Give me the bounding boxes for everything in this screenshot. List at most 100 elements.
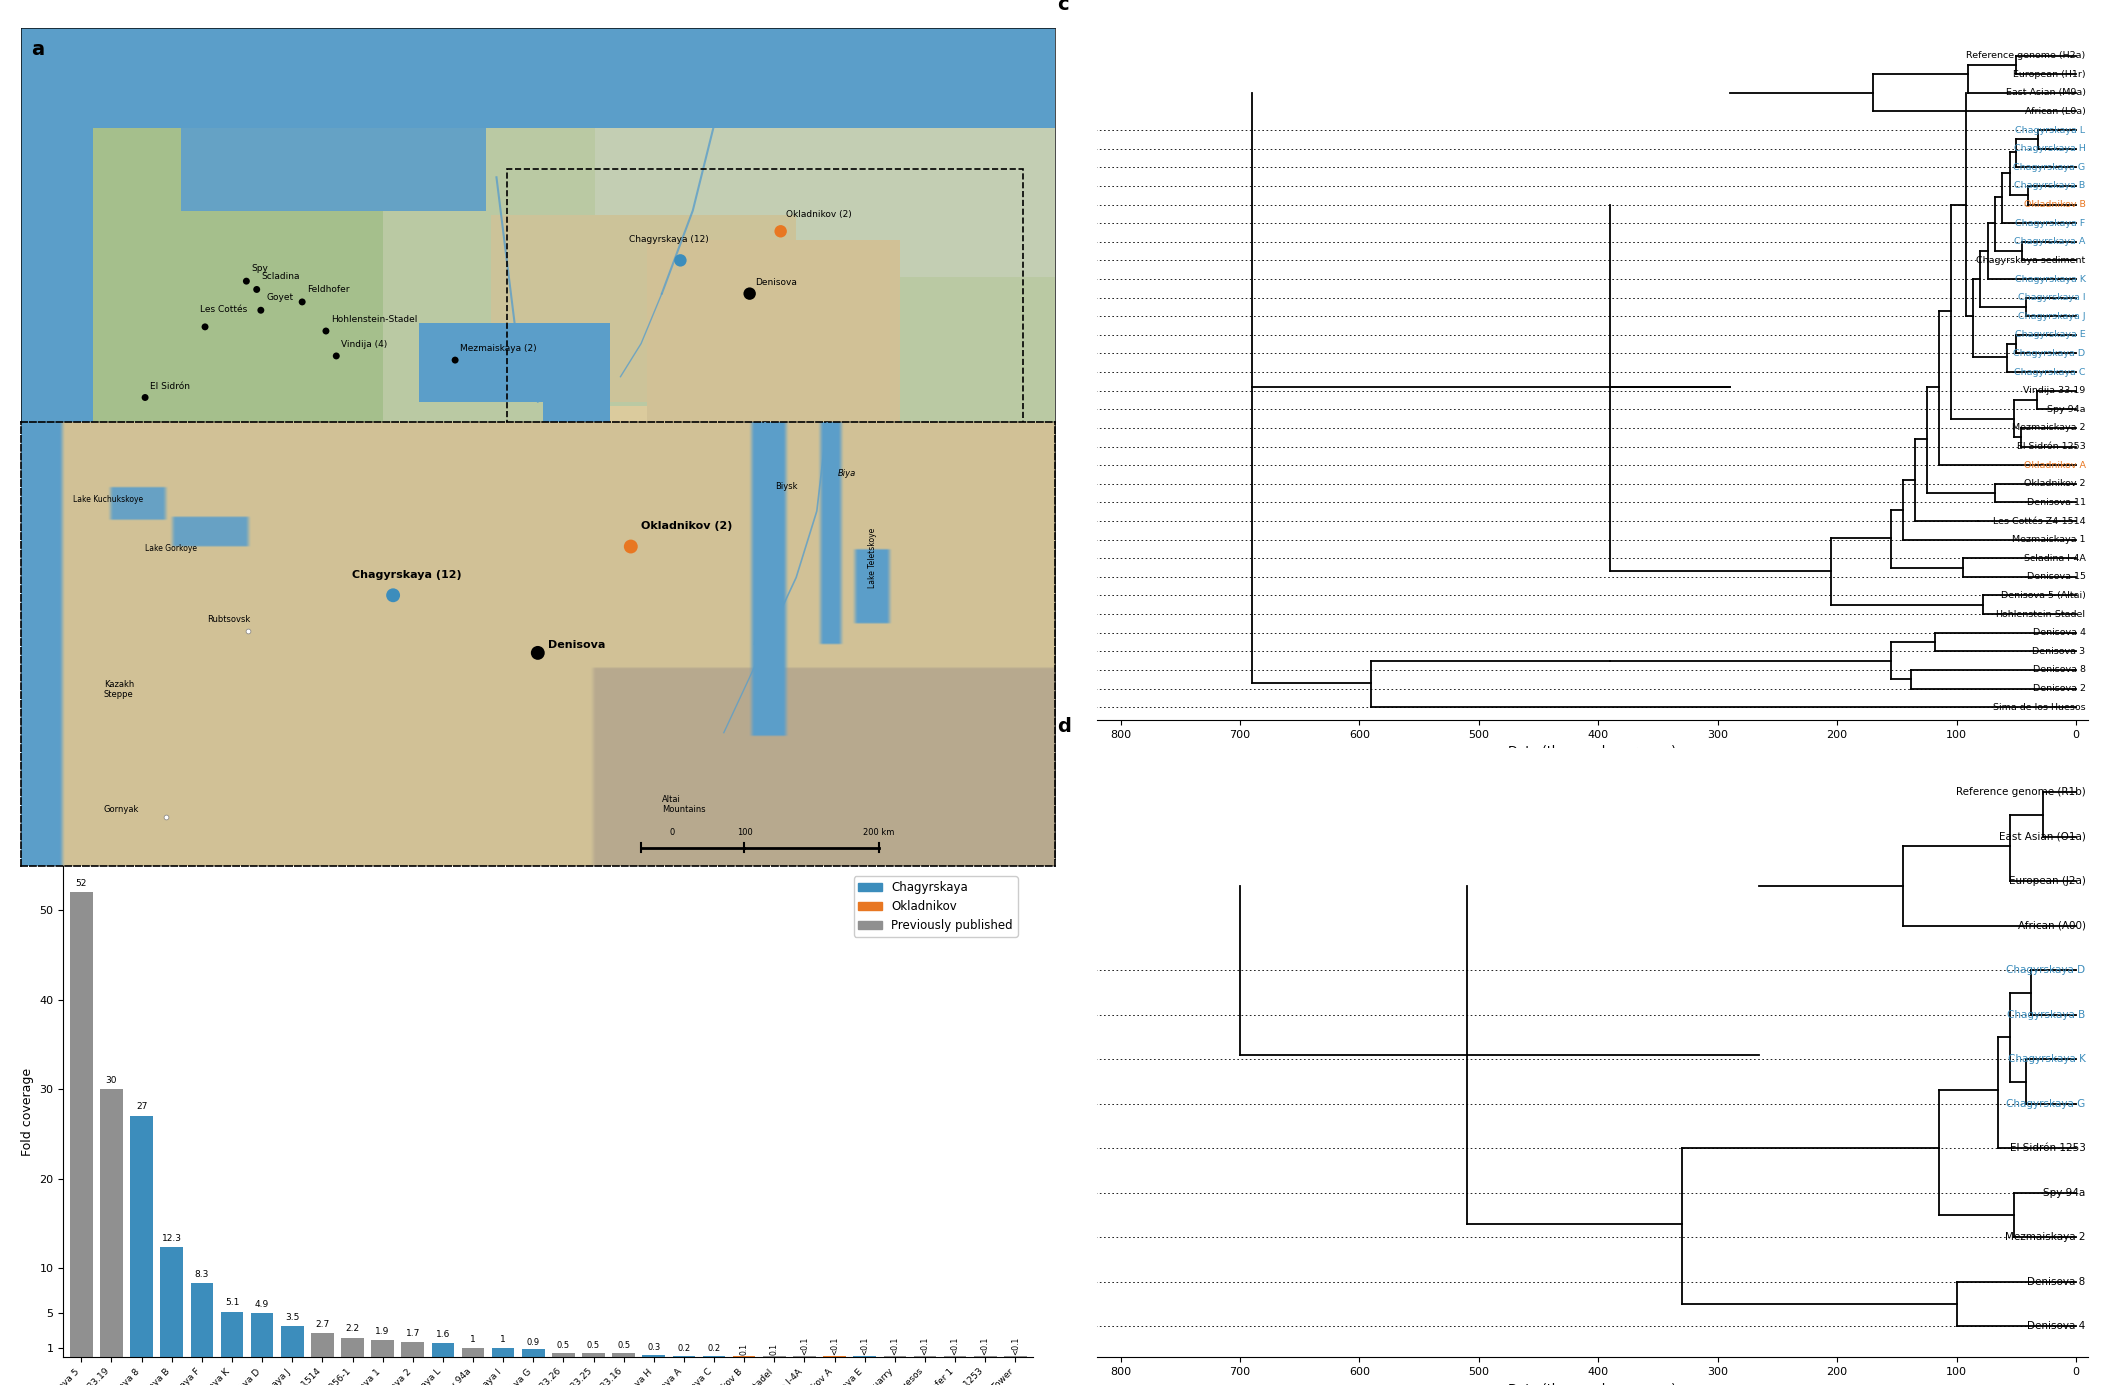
Point bbox=[188, 316, 221, 338]
Text: Scladina: Scladina bbox=[262, 273, 299, 281]
Text: 0.3: 0.3 bbox=[647, 1343, 660, 1352]
Text: 1.7: 1.7 bbox=[405, 1328, 420, 1338]
Point bbox=[439, 349, 472, 371]
Text: Denisova 11: Denisova 11 bbox=[2027, 497, 2086, 507]
Bar bbox=[401, 1342, 424, 1357]
Text: Hohlenstein-Stadel: Hohlenstein-Stadel bbox=[1995, 609, 2086, 619]
Point bbox=[614, 536, 647, 558]
Text: b: b bbox=[25, 827, 38, 846]
Point bbox=[95, 490, 129, 512]
Text: Rubtsovsk: Rubtsovsk bbox=[207, 615, 251, 623]
Text: Biysk: Biysk bbox=[776, 482, 797, 490]
Text: <0.1: <0.1 bbox=[951, 1337, 960, 1355]
Legend: Chagyrskaya, Okladnikov, Previously published: Chagyrskaya, Okladnikov, Previously publ… bbox=[854, 877, 1019, 936]
Text: Denisova 4: Denisova 4 bbox=[2027, 1321, 2086, 1331]
Text: Okladnikov (2): Okladnikov (2) bbox=[641, 521, 732, 530]
Text: Chagyrskaya B: Chagyrskaya B bbox=[2014, 181, 2086, 190]
Bar bbox=[462, 1349, 485, 1357]
Text: Chagyrskaya (12): Chagyrskaya (12) bbox=[352, 569, 462, 579]
Text: Chagyrskaya (12): Chagyrskaya (12) bbox=[628, 235, 709, 244]
Text: 0.2: 0.2 bbox=[707, 1343, 721, 1353]
Text: 0.2: 0.2 bbox=[677, 1343, 690, 1353]
Text: Chagyrskaya L: Chagyrskaya L bbox=[2016, 126, 2086, 134]
Text: Chagyrskaya E: Chagyrskaya E bbox=[2014, 331, 2086, 339]
Text: Scladina I-4A: Scladina I-4A bbox=[2025, 554, 2086, 562]
Text: 12.3: 12.3 bbox=[162, 1234, 181, 1242]
Text: Denisova 8: Denisova 8 bbox=[2033, 665, 2086, 674]
Text: Chagyrskaya D: Chagyrskaya D bbox=[2006, 965, 2086, 975]
Point bbox=[245, 299, 278, 321]
Bar bbox=[523, 1349, 544, 1357]
Text: 200 km: 200 km bbox=[863, 828, 894, 837]
Text: Denisova 15: Denisova 15 bbox=[2027, 572, 2086, 582]
Text: 0.1: 0.1 bbox=[770, 1343, 778, 1355]
Text: Devil's Tower: Devil's Tower bbox=[118, 486, 177, 494]
Text: Biya: Biya bbox=[837, 468, 856, 478]
Point bbox=[150, 806, 183, 828]
Text: <0.1: <0.1 bbox=[860, 1337, 869, 1355]
Text: European (H1r): European (H1r) bbox=[2012, 69, 2086, 79]
Text: African (L0a): African (L0a) bbox=[2025, 107, 2086, 116]
Bar bbox=[432, 1343, 453, 1357]
Text: Denisova 8: Denisova 8 bbox=[2027, 1277, 2086, 1287]
Text: <0.1: <0.1 bbox=[890, 1337, 898, 1355]
Text: <0.1: <0.1 bbox=[1010, 1337, 1021, 1355]
Point bbox=[89, 465, 122, 488]
Text: Denisova 4: Denisova 4 bbox=[2033, 629, 2086, 637]
Text: African (A00): African (A00) bbox=[2018, 921, 2086, 931]
Text: 0.5: 0.5 bbox=[618, 1341, 631, 1350]
Text: Chagyrskaya H: Chagyrskaya H bbox=[2014, 144, 2086, 154]
Text: El Sidrón 1253: El Sidrón 1253 bbox=[2016, 442, 2086, 452]
Text: Mezmaiskaya 1: Mezmaiskaya 1 bbox=[2012, 535, 2086, 544]
Text: 0: 0 bbox=[669, 828, 675, 837]
Text: Reference genome (H2a): Reference genome (H2a) bbox=[1966, 51, 2086, 60]
Text: 30: 30 bbox=[105, 1076, 118, 1084]
Bar bbox=[491, 1349, 515, 1357]
Text: Denisova: Denisova bbox=[548, 640, 605, 651]
Text: Okladnikov (2): Okladnikov (2) bbox=[787, 211, 852, 219]
Bar bbox=[371, 1341, 394, 1357]
Text: Vindija 33.19: Vindija 33.19 bbox=[2023, 386, 2086, 395]
Point bbox=[129, 386, 162, 409]
Text: 3.5: 3.5 bbox=[285, 1313, 299, 1321]
Text: Mezmaiskaya (2): Mezmaiskaya (2) bbox=[460, 345, 538, 353]
Bar bbox=[190, 1283, 213, 1357]
Text: East Asian (M9a): East Asian (M9a) bbox=[2006, 89, 2086, 97]
Text: Chagyrskaya F: Chagyrskaya F bbox=[2016, 219, 2086, 227]
Point bbox=[285, 291, 318, 313]
Bar bbox=[312, 1334, 333, 1357]
Bar bbox=[221, 1312, 243, 1357]
Bar bbox=[101, 1089, 122, 1357]
Text: Lake Kuchukskoye: Lake Kuchukskoye bbox=[72, 496, 143, 504]
Text: Chagyrskaya D: Chagyrskaya D bbox=[2014, 349, 2086, 357]
Text: Sima de los Huesos: Sima de los Huesos bbox=[139, 428, 228, 436]
Text: Chagyrskaya G: Chagyrskaya G bbox=[2014, 163, 2086, 172]
Text: Denisova 5 (Altai): Denisova 5 (Altai) bbox=[2001, 591, 2086, 600]
Text: 0.5: 0.5 bbox=[557, 1341, 569, 1350]
Text: El Sidrón 1253: El Sidrón 1253 bbox=[2010, 1143, 2086, 1154]
Text: Chagyrskaya B: Chagyrskaya B bbox=[2008, 1010, 2086, 1019]
Text: Denisova 3: Denisova 3 bbox=[2033, 647, 2086, 656]
Text: Denisova: Denisova bbox=[755, 278, 797, 287]
Bar bbox=[702, 1356, 725, 1357]
Bar bbox=[553, 1353, 574, 1357]
Text: 1.6: 1.6 bbox=[437, 1330, 449, 1338]
Text: 1: 1 bbox=[500, 1335, 506, 1343]
Text: a: a bbox=[32, 40, 44, 60]
Text: Goyet: Goyet bbox=[266, 294, 293, 302]
Text: Feldhofer: Feldhofer bbox=[308, 285, 350, 294]
Bar bbox=[643, 1355, 664, 1357]
Text: Vindija (4): Vindija (4) bbox=[342, 341, 388, 349]
Bar bbox=[251, 1313, 274, 1357]
Text: <0.1: <0.1 bbox=[920, 1337, 930, 1355]
Text: 2.7: 2.7 bbox=[314, 1320, 329, 1328]
Y-axis label: Fold coverage: Fold coverage bbox=[21, 1068, 34, 1155]
Point bbox=[664, 249, 698, 271]
Text: Chagyrskaya K: Chagyrskaya K bbox=[2008, 1054, 2086, 1064]
Text: 1: 1 bbox=[470, 1335, 477, 1343]
Bar bbox=[131, 1116, 152, 1357]
Text: Chagyrskaya C: Chagyrskaya C bbox=[2014, 367, 2086, 377]
Text: 4.9: 4.9 bbox=[255, 1301, 270, 1309]
Text: Forbes' Quarry: Forbes' Quarry bbox=[112, 461, 177, 470]
Text: <0.1: <0.1 bbox=[981, 1337, 989, 1355]
